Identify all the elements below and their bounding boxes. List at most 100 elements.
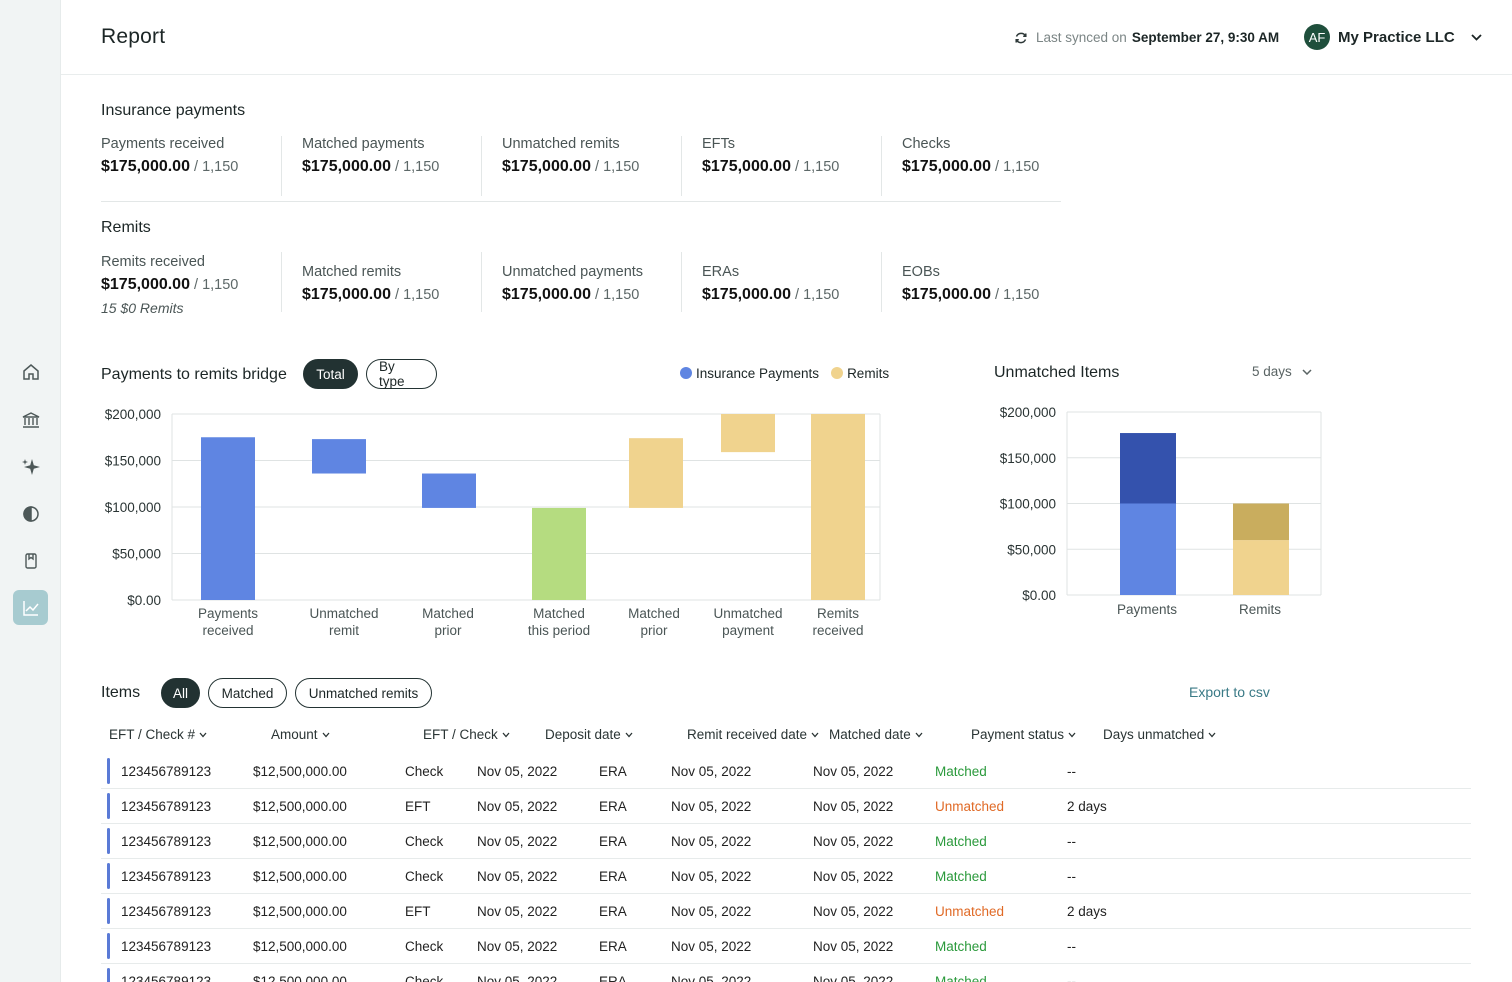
filter-unmatched-remits[interactable]: Unmatched remits [295,678,432,708]
stat-label: Unmatched remits [502,136,620,152]
insurance-section-title: Insurance payments [101,102,246,119]
insurance-stat: EFTs $175,000.00 / 1,150 [681,136,881,196]
cell-remit-type: ERA [599,834,627,849]
stat-count: / 1,150 [189,159,239,175]
x-tick-label: Remits [1239,602,1281,617]
cell-deposit: Nov 05, 2022 [477,904,558,919]
table-row[interactable]: 123456789123 $12,500,000.00 Check Nov 05, 2… [101,754,1471,789]
cell-matched-date: Nov 05, 2022 [813,939,894,954]
table-row[interactable]: 123456789123 $12,500,000.00 EFT Nov 05, 202… [101,789,1471,824]
chevron-down-icon [1471,33,1482,41]
x-tick-label: payment [722,623,774,638]
column-header[interactable]: Amount [271,727,330,742]
x-tick-label: Payments [1117,602,1177,617]
y-tick-label: $150,000 [1000,451,1056,466]
column-header[interactable]: Remit received date [687,727,819,742]
stat-label: EFTs [702,136,736,152]
filter-matched[interactable]: Matched [208,678,287,708]
chart-icon [22,600,39,616]
stat-value: $175,000.00 [702,158,791,175]
remits-stat: EOBs $175,000.00 / 1,150 [881,252,1081,312]
sidebar-item-sparkle[interactable] [13,449,48,484]
avatar: AF [1304,24,1330,50]
table-row[interactable]: 123456789123 $12,500,000.00 Check Nov 05, 2… [101,929,1471,964]
sidebar-item-bank[interactable] [13,402,48,437]
bar [201,437,255,600]
stat-value: $175,000.00 [902,286,991,303]
cell-amount: $12,500,000.00 [253,904,347,919]
cell-days: -- [1067,869,1076,884]
column-header[interactable]: EFT / Check # [109,727,207,742]
cell-status: Matched [935,869,987,884]
unmatched-chart-title: Unmatched Items [994,364,1120,381]
column-header[interactable]: Days unmatched [1103,727,1216,742]
column-header[interactable]: Payment status [971,727,1076,742]
cell-status: Matched [935,939,987,954]
tab-total[interactable]: Total [303,359,358,389]
column-header[interactable]: EFT / Check [423,727,510,742]
row-indicator [107,793,110,819]
table-row[interactable]: 123456789123 $12,500,000.00 EFT Nov 05, 202… [101,894,1471,929]
cell-type: EFT [405,799,431,814]
sidebar-item-home[interactable] [13,354,48,389]
page-title: Report [101,25,166,48]
stat-count: / 1,150 [790,287,840,303]
x-tick-label: Remits [817,606,859,621]
legend-dot-insurance [680,367,692,379]
cell-amount: $12,500,000.00 [253,834,347,849]
table-row[interactable]: 123456789123 $12,500,000.00 Check Nov 05, 2… [101,964,1341,982]
tab-by-type[interactable]: By type [366,359,437,389]
remits-stat: Unmatched payments $175,000.00 / 1,150 [481,252,681,312]
chevron-down-icon [915,732,923,737]
y-tick-label: $50,000 [112,547,161,562]
cell-days: -- [1067,974,1076,982]
column-header-label: EFT / Check # [109,727,196,742]
bridge-chart-title: Payments to remits bridge [101,366,287,383]
stat-note: 15 $0 Remits [101,300,184,316]
x-tick-label: Matched [422,606,474,621]
sync-icon [1015,32,1027,43]
export-csv-link[interactable]: Export to csv [1189,684,1270,700]
filter-all[interactable]: All [161,678,200,708]
cell-type: Check [405,869,444,884]
insurance-stat: Checks $175,000.00 / 1,150 [881,136,1081,196]
cell-status: Matched [935,764,987,779]
cell-deposit: Nov 05, 2022 [477,939,558,954]
cell-remit-date: Nov 05, 2022 [671,869,752,884]
y-tick-label: $200,000 [1000,405,1056,420]
x-tick-label: Matched [533,606,585,621]
column-header[interactable]: Matched date [829,727,923,742]
insurance-stat: Unmatched remits $175,000.00 / 1,150 [481,136,681,196]
x-tick-label: prior [434,623,462,638]
top-bar: Report Last synced on September 27, 9:30… [61,0,1512,75]
sidebar-item-document[interactable] [13,543,48,578]
cell-amount: $12,500,000.00 [253,974,347,982]
cell-amount: $12,500,000.00 [253,764,347,779]
sidebar-item-reports[interactable] [13,590,48,625]
range-dropdown[interactable]: 5 days [1252,364,1312,379]
x-tick-label: this period [528,623,590,638]
cell-remit-date: Nov 05, 2022 [671,939,752,954]
practice-switcher[interactable]: AF My Practice LLC [1304,24,1482,50]
cell-remit-type: ERA [599,939,627,954]
chevron-down-icon [1208,732,1216,737]
x-tick-label: Matched [628,606,680,621]
remits-stat: ERAs $175,000.00 / 1,150 [681,252,881,312]
stat-value: $175,000.00 [101,276,190,293]
legend-dot-remits [831,367,844,379]
chevron-down-icon [1302,368,1312,375]
cell-deposit: Nov 05, 2022 [477,834,558,849]
stat-count: / 1,150 [590,159,640,175]
cell-amount: $12,500,000.00 [253,939,347,954]
cell-matched-date: Nov 05, 2022 [813,764,894,779]
cell-id: 123456789123 [121,974,212,982]
column-header[interactable]: Deposit date [545,727,633,742]
cell-deposit: Nov 05, 2022 [477,869,558,884]
table-row[interactable]: 123456789123 $12,500,000.00 Check Nov 05, 2… [101,859,1471,894]
cell-deposit: Nov 05, 2022 [477,974,558,982]
table-row[interactable]: 123456789123 $12,500,000.00 Check Nov 05, 2… [101,824,1471,859]
cell-remit-type: ERA [599,904,627,919]
sidebar-item-circle[interactable] [13,496,48,531]
column-header-label: Matched date [829,727,911,742]
y-tick-label: $100,000 [1000,497,1056,512]
